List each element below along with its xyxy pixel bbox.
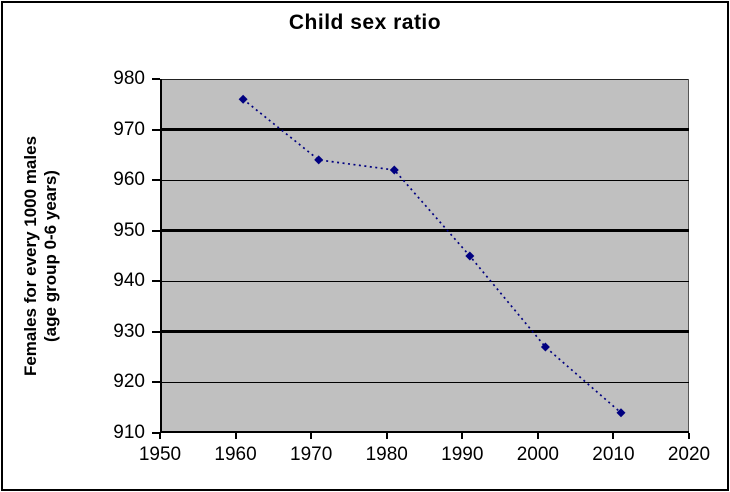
y-gridline-minor [160,381,689,383]
y-gridline-major [160,128,689,132]
y-tick-mark [152,432,160,434]
y-axis [160,79,162,433]
plot-area [160,79,689,433]
x-tick-mark [536,433,539,439]
x-tick-label: 2000 [516,444,559,465]
data-point-marker [314,155,324,165]
y-axis-label-line2: (age group 0-6 years) [41,170,60,342]
plot-right-edge [688,79,689,433]
x-tick-mark [159,433,161,439]
x-axis [160,431,689,433]
x-tick-label: 1990 [441,444,484,465]
y-tick-label: 950 [113,219,145,241]
y-tick-label: 960 [113,169,145,191]
y-tick-mark [152,280,160,283]
y-gridline-major [160,229,689,233]
x-tick-label: 2020 [667,444,711,465]
x-tick-label: 1980 [365,444,408,465]
data-point-marker [540,342,550,352]
y-tick-mark [152,179,160,182]
y-tick-label: 920 [113,371,145,393]
y-axis-label: Females for every 1000 males (age group … [12,79,70,433]
x-tick-mark [688,433,690,439]
data-point-marker [389,165,399,175]
y-tick-label: 980 [113,68,145,89]
plot-top-edge [160,79,689,80]
y-axis-label-text: Females for every 1000 males (age group … [21,136,61,376]
y-tick-mark [152,381,160,384]
x-tick-label: 2010 [592,444,635,465]
line-series [238,94,626,418]
y-tick-mark [152,229,160,232]
x-tick-mark [310,433,313,439]
y-gridline-minor [160,179,689,181]
x-tick-mark [461,433,464,439]
data-point-marker [616,408,626,418]
y-tick-mark [152,128,160,131]
x-tick-label: 1970 [290,444,333,465]
y-axis-label-line1: Females for every 1000 males [21,135,40,377]
x-tick-label: 1960 [214,444,257,465]
data-point-marker [465,251,475,261]
y-tick-label: 970 [113,118,145,140]
y-gridline-major [160,330,689,334]
y-tick-mark [152,330,160,333]
data-point-marker [238,94,248,104]
x-tick-mark [385,433,388,439]
series-line [242,98,622,414]
y-tick-mark [152,78,160,80]
x-tick-mark [234,433,237,439]
y-tick-label: 940 [113,270,145,292]
x-tick-label: 1950 [138,444,182,465]
y-tick-label: 910 [113,422,145,443]
y-tick-label: 930 [113,320,145,342]
chart-title: Child sex ratio [288,11,442,34]
x-tick-mark [612,433,615,439]
y-gridline-minor [160,280,689,282]
